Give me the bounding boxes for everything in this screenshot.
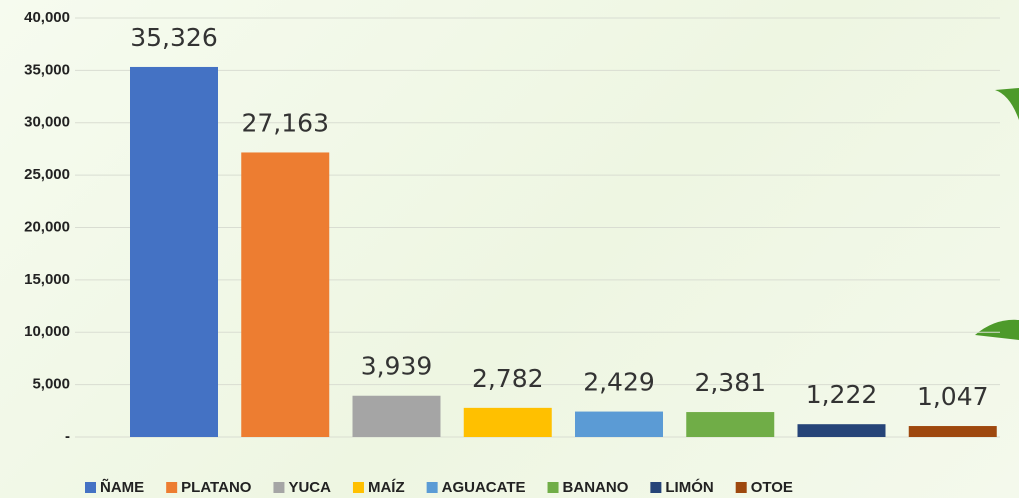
y-tick-label: 15,000 [24,271,70,288]
legend-swatch [548,482,559,493]
bar [353,396,441,437]
legend-label: MAÍZ [368,479,405,496]
legend-label: ÑAME [100,478,144,496]
value-label: 1,222 [806,380,878,409]
y-tick-label: 30,000 [24,114,70,131]
chart: - 5,000 10,000 15,000 20,000 25,000 30,000 35,0… [0,0,1019,498]
value-label: 2,381 [694,368,766,397]
value-label: 3,939 [361,352,433,381]
bar [241,152,329,437]
value-label: 2,782 [472,364,544,393]
y-tick-label: 35,000 [24,61,70,78]
bar [686,412,774,437]
y-tick-label: - [65,428,70,445]
value-label: 2,429 [583,368,655,397]
legend-swatch [736,482,747,493]
legend-label: AGUACATE [442,479,526,496]
value-label: 35,326 [130,23,217,52]
y-tick-label: 40,000 [24,9,70,26]
y-tick-label: 10,000 [24,323,70,340]
legend-label: BANANO [563,479,629,496]
value-label: 1,047 [917,382,989,411]
bar [798,424,886,437]
legend-swatch [650,482,661,493]
legend-swatch [166,482,177,493]
legend-label: OTOE [751,479,793,496]
legend-swatch [273,482,284,493]
legend-swatch [85,482,96,493]
legend-swatch [427,482,438,493]
bar [575,412,663,437]
value-label: 27,163 [242,108,329,137]
y-tick-label: 25,000 [24,166,70,183]
legend-swatch [353,482,364,493]
leaf-decoration [995,88,1019,120]
leaf-decoration [975,320,1019,340]
bar [130,67,218,437]
legend-label: LIMÓN [665,478,713,496]
bar [909,426,997,437]
y-tick-label: 20,000 [24,218,70,235]
legend-label: YUCA [288,479,331,496]
legend-label: PLATANO [181,479,252,496]
bar [464,408,552,437]
y-tick-label: 5,000 [32,376,70,393]
